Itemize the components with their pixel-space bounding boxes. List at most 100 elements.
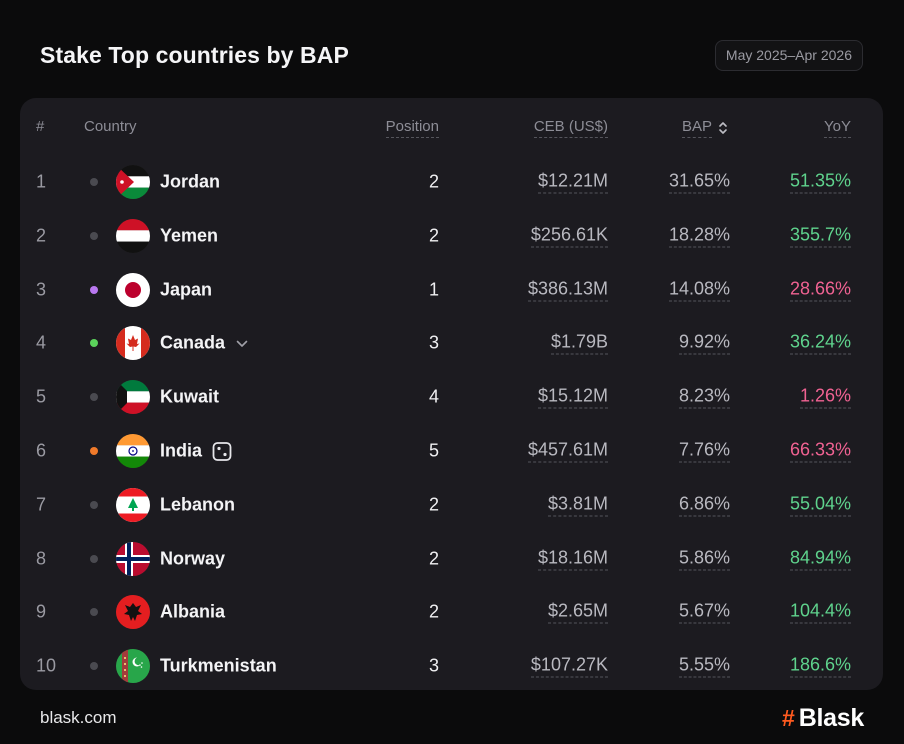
bap-cell: 5.86% bbox=[678, 547, 730, 571]
position-cell: 2 bbox=[428, 494, 439, 515]
footer-site[interactable]: blask.com bbox=[40, 708, 117, 727]
countries-table: # Country Position CEB (US$) BAP YoY 1 Jo… bbox=[20, 98, 883, 690]
bap-cell: 31.65% bbox=[668, 171, 730, 194]
column-rank: # bbox=[36, 118, 45, 135]
table-row[interactable]: 1 Jordan 2 $12.21M 31.65% 51.35% bbox=[20, 155, 883, 209]
table-row[interactable]: 5 Kuwait 4 $15.12M 8.23% 1.26% bbox=[20, 370, 883, 424]
rank-cell: 1 bbox=[36, 171, 47, 192]
rank-cell: 7 bbox=[36, 494, 47, 515]
lebanon-flag-icon bbox=[116, 487, 150, 522]
column-position[interactable]: Position bbox=[385, 118, 439, 138]
bap-cell: 6.86% bbox=[678, 493, 730, 517]
table-row[interactable]: 6 India 5 $457.61M 7.76% 66.33% bbox=[20, 424, 883, 478]
bap-cell: 5.67% bbox=[678, 601, 730, 624]
position-cell: 2 bbox=[428, 171, 439, 192]
country-name-cell[interactable]: Jordan bbox=[160, 172, 220, 193]
country-name[interactable]: Jordan bbox=[160, 171, 221, 192]
position-cell: 4 bbox=[428, 386, 439, 407]
country-name[interactable]: Canada bbox=[160, 332, 226, 353]
country-name-cell[interactable]: Kuwait bbox=[160, 387, 219, 408]
rank-cell: 8 bbox=[36, 548, 47, 569]
column-yoy[interactable]: YoY bbox=[824, 118, 851, 138]
chevron-down-icon[interactable] bbox=[235, 336, 249, 350]
country-name-cell[interactable]: Japan bbox=[160, 279, 212, 300]
yoy-cell: 1.26% bbox=[799, 386, 851, 409]
ceb-cell: $18.16M bbox=[537, 547, 608, 571]
table-row[interactable]: 4 Canada 3 $1.79B 9.92% 36.24% bbox=[20, 316, 883, 370]
column-ceb[interactable]: CEB (US$) bbox=[533, 118, 608, 138]
date-range-badge[interactable]: May 2025–Apr 2026 bbox=[714, 40, 863, 71]
albania-flag-icon bbox=[116, 595, 150, 630]
column-bap[interactable]: BAP bbox=[681, 118, 728, 138]
status-dot bbox=[90, 393, 98, 402]
rank-cell: 2 bbox=[36, 225, 47, 246]
sort-updown-icon[interactable] bbox=[718, 121, 728, 135]
japan-flag-icon bbox=[116, 272, 150, 307]
dice-icon bbox=[212, 441, 232, 461]
table-row[interactable]: 10 Turkmenistan 3 $107.27K 5.55% 186.6% bbox=[20, 639, 883, 693]
table-header: # Country Position CEB (US$) BAP YoY bbox=[20, 98, 883, 156]
jordan-flag-icon bbox=[116, 165, 150, 199]
table-row[interactable]: 9 Albania 2 $2.65M 5.67% 104.4% bbox=[20, 585, 883, 639]
logo-mark: # bbox=[781, 705, 795, 731]
country-name[interactable]: Turkmenistan bbox=[160, 655, 277, 676]
status-dot bbox=[90, 285, 98, 294]
country-name-cell[interactable]: Turkmenistan bbox=[160, 656, 277, 677]
position-cell: 1 bbox=[428, 279, 439, 300]
ceb-cell: $1.79B bbox=[550, 332, 608, 355]
ceb-cell: $2.65M bbox=[547, 601, 608, 624]
country-name[interactable]: Kuwait bbox=[160, 386, 220, 407]
ceb-cell: $256.61K bbox=[530, 224, 608, 248]
turkmenistan-flag-icon bbox=[116, 649, 150, 684]
table-row[interactable]: 7 Lebanon 2 $3.81M 6.86% 55.04% bbox=[20, 478, 883, 532]
country-name-cell[interactable]: Lebanon bbox=[160, 494, 235, 515]
country-name-cell[interactable]: India bbox=[160, 441, 232, 462]
page-title: Stake Top countries by BAP bbox=[40, 42, 349, 68]
table-row[interactable]: 3 Japan 1 $386.13M 14.08% 28.66% bbox=[20, 263, 883, 317]
country-name[interactable]: India bbox=[160, 440, 203, 461]
ceb-cell: $12.21M bbox=[537, 171, 608, 194]
india-flag-icon bbox=[116, 434, 150, 468]
bap-cell: 9.92% bbox=[678, 332, 730, 355]
column-country: Country bbox=[84, 118, 137, 135]
country-name-cell[interactable]: Yemen bbox=[160, 225, 218, 246]
yoy-cell: 36.24% bbox=[789, 332, 851, 355]
country-name[interactable]: Yemen bbox=[160, 225, 219, 246]
status-dot bbox=[90, 339, 98, 348]
yoy-cell: 355.7% bbox=[789, 224, 851, 248]
yoy-cell: 84.94% bbox=[789, 547, 851, 571]
ceb-cell: $457.61M bbox=[527, 440, 608, 463]
position-cell: 5 bbox=[428, 440, 439, 461]
ceb-cell: $107.27K bbox=[530, 655, 608, 678]
column-bap-label: BAP bbox=[681, 118, 712, 138]
country-name[interactable]: Japan bbox=[160, 279, 213, 300]
ceb-cell: $15.12M bbox=[537, 386, 608, 409]
country-name-cell[interactable]: Canada bbox=[160, 333, 249, 354]
yoy-cell: 186.6% bbox=[789, 655, 851, 678]
bap-cell: 5.55% bbox=[678, 655, 730, 678]
position-cell: 2 bbox=[428, 225, 439, 246]
status-dot bbox=[90, 447, 98, 455]
table-row[interactable]: 8 Norway 2 $18.16M 5.86% 84.94% bbox=[20, 532, 883, 586]
country-name[interactable]: Albania bbox=[160, 601, 226, 622]
position-cell: 3 bbox=[428, 655, 439, 676]
bap-cell: 8.23% bbox=[678, 386, 730, 409]
status-dot bbox=[90, 554, 98, 563]
yoy-cell: 55.04% bbox=[789, 493, 851, 517]
country-name[interactable]: Norway bbox=[160, 548, 226, 569]
yemen-flag-icon bbox=[116, 218, 150, 253]
yoy-cell: 51.35% bbox=[789, 171, 851, 194]
status-dot bbox=[90, 608, 98, 617]
canada-flag-icon bbox=[116, 326, 150, 361]
country-name-cell[interactable]: Norway bbox=[160, 548, 225, 569]
status-dot bbox=[90, 178, 98, 186]
position-cell: 2 bbox=[428, 601, 439, 622]
table-row[interactable]: 2 Yemen 2 $256.61K 18.28% 355.7% bbox=[20, 209, 883, 263]
yoy-cell: 28.66% bbox=[789, 278, 851, 302]
rank-cell: 9 bbox=[36, 601, 47, 622]
ceb-cell: $386.13M bbox=[527, 278, 608, 302]
rank-cell: 5 bbox=[36, 386, 47, 407]
country-name-cell[interactable]: Albania bbox=[160, 602, 225, 623]
ceb-cell: $3.81M bbox=[547, 493, 608, 517]
country-name[interactable]: Lebanon bbox=[160, 494, 235, 515]
